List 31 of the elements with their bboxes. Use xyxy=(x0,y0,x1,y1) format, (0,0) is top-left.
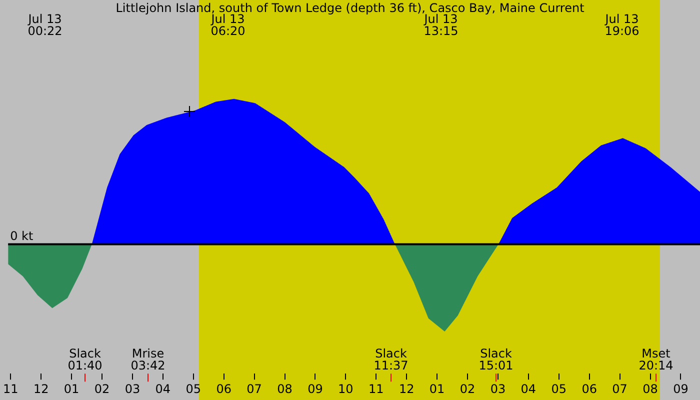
x-tick-label: 01 xyxy=(64,382,80,396)
x-tick-label: 12 xyxy=(398,382,414,396)
x-tick-label: 02 xyxy=(94,382,110,396)
text: Jul 13 13:15 xyxy=(423,12,458,38)
x-tick-label: 09 xyxy=(308,382,323,396)
x-tick-label: 11 xyxy=(368,382,384,396)
x-tick-label: 02 xyxy=(460,382,476,396)
x-tick-label: 04 xyxy=(155,382,171,396)
x-tick-label: 08 xyxy=(277,382,292,396)
x-tick-label: 08 xyxy=(642,382,658,396)
x-tick-label: 03 xyxy=(124,382,140,396)
text: Slack 01:40 xyxy=(68,346,102,373)
x-tick-label: 06 xyxy=(216,382,232,396)
text: Mrise 03:42 xyxy=(130,346,166,373)
x-tick-label: 05 xyxy=(551,382,567,396)
text: Slack 15:01 xyxy=(478,346,514,373)
text: Jul 13 19:06 xyxy=(604,12,640,38)
text: Jul 13 00:22 xyxy=(27,12,62,38)
x-tick-label: 10 xyxy=(338,382,354,396)
x-tick-label: 11 xyxy=(2,382,18,396)
text: Jul 13 06:20 xyxy=(210,12,246,38)
x-tick-label: 07 xyxy=(246,382,262,396)
x-tick-label: 03 xyxy=(490,382,506,396)
x-tick-label: 06 xyxy=(582,382,597,396)
ref-line-label: 0 kt xyxy=(10,229,34,244)
text: Slack 11:37 xyxy=(374,346,408,373)
x-tick-label: 12 xyxy=(33,382,49,396)
x-tick-label: 07 xyxy=(612,382,628,396)
x-tick-label: 01 xyxy=(429,382,445,396)
x-tick-label: 04 xyxy=(520,382,536,396)
x-tick-label: 09 xyxy=(673,382,688,396)
